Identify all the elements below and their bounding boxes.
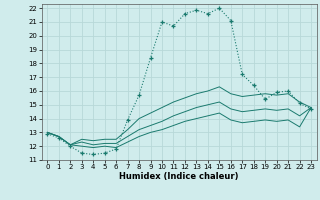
X-axis label: Humidex (Indice chaleur): Humidex (Indice chaleur) <box>119 172 239 181</box>
